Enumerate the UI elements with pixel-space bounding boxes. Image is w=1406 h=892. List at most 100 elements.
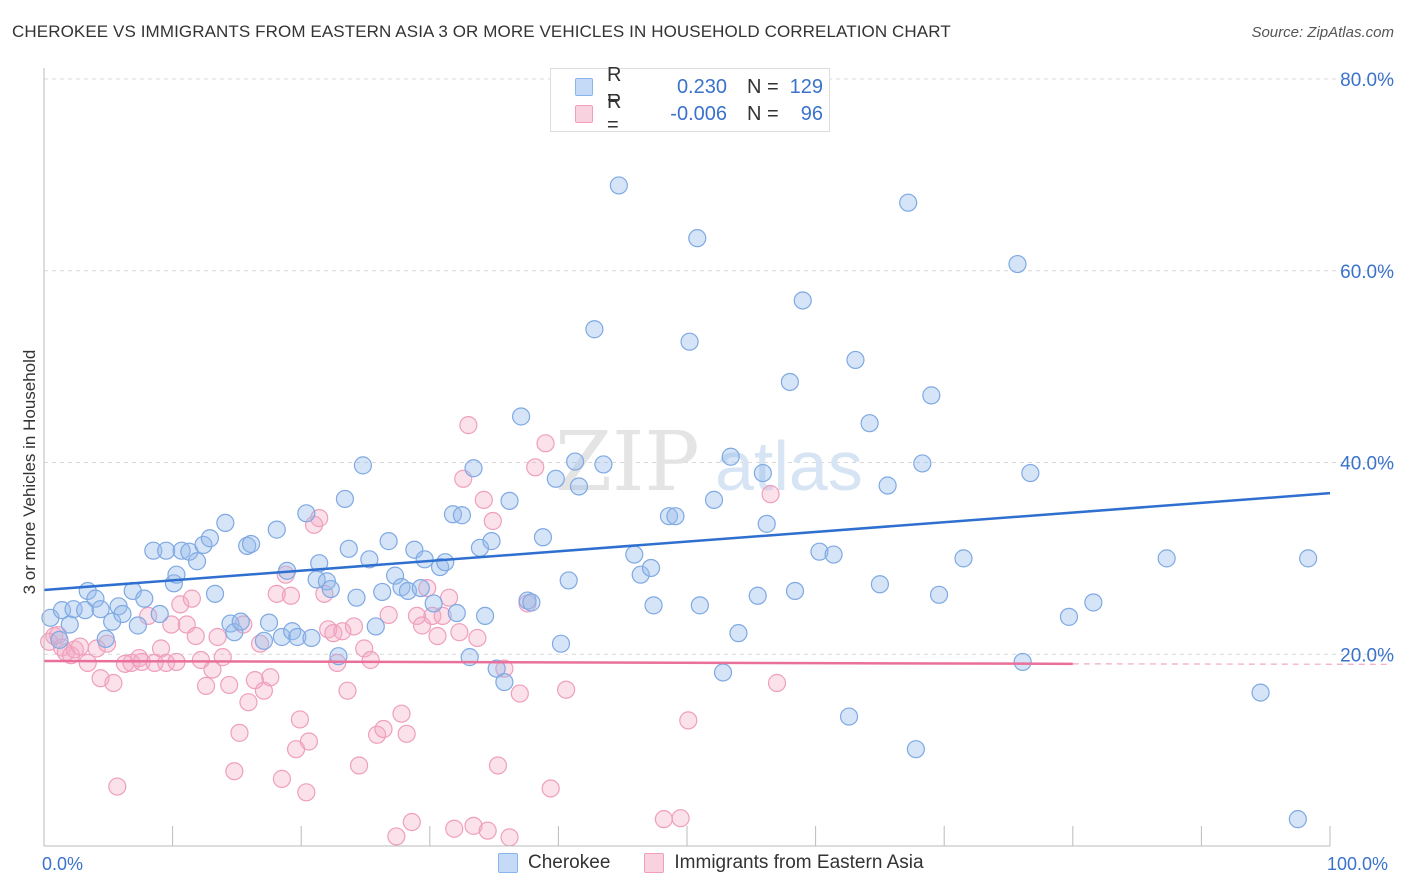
- point-immigrants: [468, 628, 487, 648]
- watermark: ZIP atlas: [555, 415, 863, 510]
- point-cherokee: [302, 628, 321, 648]
- point-cherokee: [690, 596, 709, 615]
- point-cherokee: [929, 585, 949, 604]
- point-cherokee: [424, 594, 443, 613]
- legend-n-value: 129: [789, 75, 823, 98]
- point-cherokee: [360, 550, 379, 569]
- point-immigrants: [186, 626, 205, 646]
- legend-r-value: 0.230: [676, 75, 727, 98]
- point-cherokee: [721, 447, 740, 466]
- point-cherokee: [566, 452, 585, 471]
- point-cherokee: [522, 593, 541, 612]
- source-label: Source: ZipAtlas.com: [1251, 24, 1394, 41]
- series-legend: Cherokee Immigrants from Eastern Asia: [498, 852, 958, 874]
- point-immigrants: [162, 615, 181, 634]
- point-cherokee: [870, 575, 890, 594]
- point-cherokee: [585, 320, 604, 339]
- legend-r-label: R =: [607, 91, 622, 136]
- point-cherokee: [641, 558, 661, 578]
- point-cherokee: [339, 539, 358, 558]
- point-immigrants: [239, 693, 258, 712]
- point-cherokee: [128, 616, 147, 635]
- point-cherokee: [533, 528, 553, 547]
- point-cherokee: [906, 740, 926, 759]
- point-immigrants: [671, 809, 690, 828]
- point-immigrants: [338, 681, 357, 700]
- legend-item-cherokee[interactable]: Cherokee: [498, 852, 610, 874]
- x-tick-label: 0.0%: [42, 854, 83, 874]
- point-immigrants: [392, 704, 411, 723]
- point-cherokee: [1157, 549, 1176, 568]
- point-immigrants: [510, 684, 529, 703]
- point-cherokee: [283, 622, 302, 641]
- point-cherokee: [267, 520, 286, 539]
- trend-line-immigrants: [43, 659, 1073, 666]
- point-immigrants: [349, 756, 369, 775]
- point-cherokee: [569, 477, 589, 496]
- point-immigrants: [151, 639, 171, 658]
- point-cherokee: [793, 291, 812, 310]
- tick-labels: 0.0% 100.0% 20.0% 40.0% 60.0% 80.0% 3 or more …: [20, 70, 1394, 874]
- point-cherokee: [729, 624, 748, 643]
- point-cherokee: [259, 613, 279, 632]
- point-immigrants: [450, 623, 469, 642]
- point-cherokee: [50, 630, 69, 649]
- point-cherokee: [680, 332, 699, 351]
- point-cherokee: [644, 596, 663, 615]
- point-cherokee: [704, 490, 724, 509]
- point-cherokee: [913, 454, 932, 473]
- point-immigrants: [439, 588, 459, 607]
- point-immigrants: [679, 711, 698, 730]
- point-cherokee: [373, 582, 392, 602]
- point-cherokee: [609, 176, 628, 195]
- point-cherokee: [205, 584, 225, 603]
- point-cherokee: [329, 647, 348, 666]
- point-cherokee: [172, 541, 191, 560]
- legend-label-immigrants: Immigrants from Eastern Asia: [674, 852, 924, 873]
- series-immigrants-points: [40, 416, 787, 847]
- point-cherokee: [860, 414, 879, 433]
- point-cherokee: [482, 532, 501, 551]
- point-cherokee: [411, 578, 430, 598]
- point-immigrants: [557, 680, 576, 699]
- legend-label-cherokee: Cherokee: [528, 852, 611, 873]
- point-cherokee: [500, 491, 519, 510]
- point-immigrants: [299, 732, 319, 751]
- point-cherokee: [335, 489, 355, 509]
- point-immigrants: [445, 819, 464, 838]
- y-tick-label: 80.0%: [1340, 70, 1394, 91]
- point-immigrants: [324, 624, 343, 643]
- point-immigrants: [495, 659, 514, 678]
- point-cherokee: [113, 604, 132, 624]
- point-immigrants: [418, 578, 437, 598]
- point-immigrants: [267, 584, 286, 603]
- point-immigrants: [213, 648, 232, 667]
- point-cherokee: [954, 549, 973, 568]
- point-cherokee: [91, 600, 110, 619]
- point-immigrants: [433, 606, 452, 626]
- point-immigrants: [654, 810, 673, 829]
- point-immigrants: [526, 458, 545, 477]
- point-immigrants: [428, 626, 447, 646]
- legend-item-immigrants[interactable]: Immigrants from Eastern Asia: [644, 852, 924, 874]
- watermark-zip: ZIP: [555, 415, 700, 510]
- point-cherokee: [187, 552, 207, 571]
- point-cherokee: [824, 545, 843, 564]
- point-immigrants: [230, 723, 249, 742]
- legend-r-value: -0.006: [670, 102, 727, 125]
- point-immigrants: [374, 719, 393, 739]
- point-cherokee: [785, 581, 805, 601]
- y-axis-label: 3 or more Vehicles in Household: [20, 350, 39, 595]
- legend-row-immigrants: R = -0.006 N = 96: [575, 91, 823, 136]
- point-immigrants: [478, 821, 497, 840]
- point-cherokee: [436, 553, 455, 572]
- point-immigrants: [65, 640, 84, 659]
- grid-lines: [44, 78, 1392, 655]
- point-cherokee: [225, 623, 244, 642]
- point-cherokee: [447, 603, 466, 623]
- point-cherokee: [385, 566, 405, 585]
- point-cherokee: [321, 579, 340, 599]
- point-immigrants: [261, 668, 280, 687]
- legend-swatch-immigrants: [644, 853, 665, 873]
- point-cherokee: [659, 507, 679, 526]
